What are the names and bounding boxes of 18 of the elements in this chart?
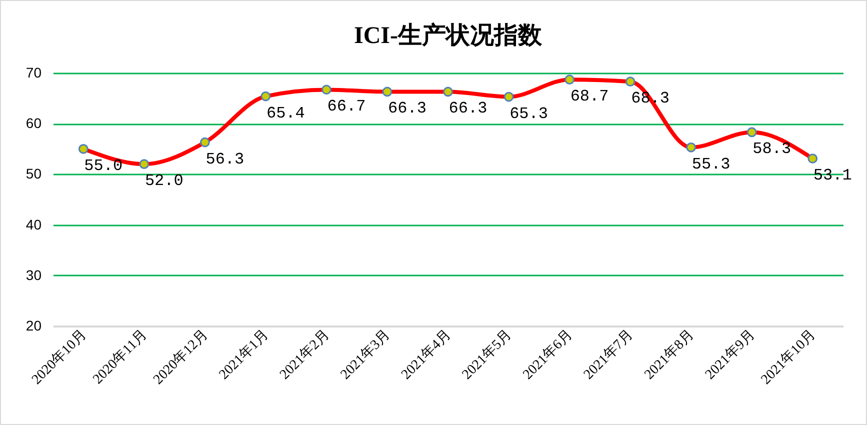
data-label: 65.4 [266,104,305,122]
data-label: 55.0 [84,156,123,175]
y-tick-label: 40 [26,216,42,232]
y-tick-label: 30 [26,266,42,283]
data-label: 66.3 [388,100,426,118]
data-label: 58.3 [752,140,792,158]
data-label: 52.0 [144,172,184,190]
chart-title: ICI-生产状况指数 [354,22,543,49]
data-label: 56.3 [206,150,244,168]
y-tick-label: 20 [26,318,42,334]
y-tick-label: 50 [26,166,42,182]
data-label: 68.7 [570,88,609,106]
data-label: 55.3 [692,155,730,174]
data-label: 66.3 [448,100,488,118]
data-label: 66.7 [327,98,366,116]
y-tick-label: 70 [26,64,42,80]
data-label: 65.3 [510,104,548,123]
y-tick-label: 60 [26,115,42,132]
